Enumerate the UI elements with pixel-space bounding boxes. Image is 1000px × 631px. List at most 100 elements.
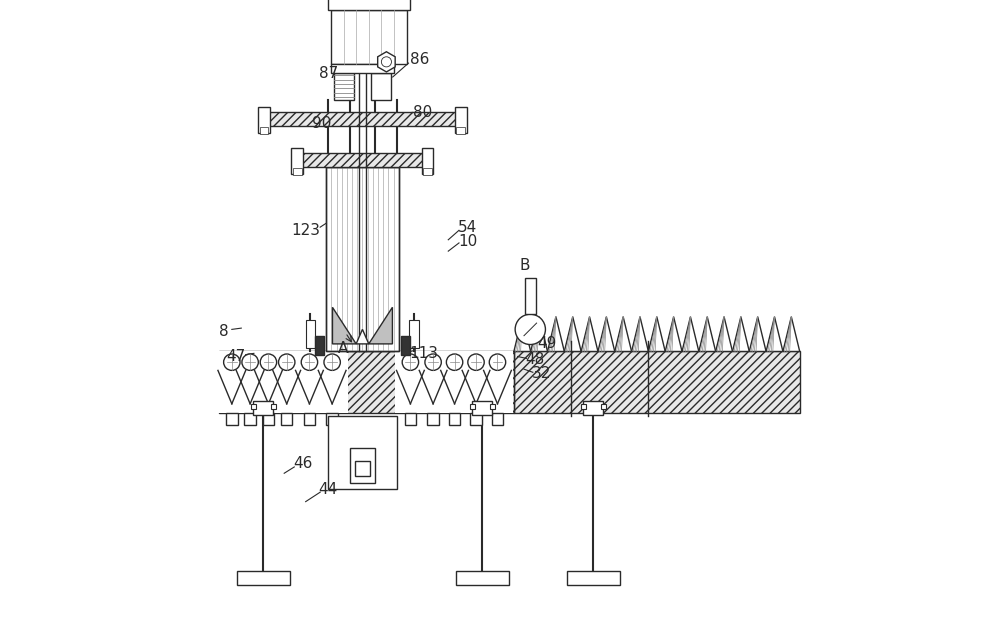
Bar: [409, 320, 419, 348]
Text: 90: 90: [312, 115, 332, 131]
Text: 48: 48: [525, 352, 544, 367]
Text: 54: 54: [458, 220, 477, 235]
Polygon shape: [749, 317, 766, 351]
Bar: [260, 127, 268, 134]
Circle shape: [224, 354, 240, 370]
Circle shape: [260, 354, 277, 370]
Bar: [315, 336, 324, 355]
Bar: [328, 0, 410, 10]
Bar: [423, 168, 432, 175]
Bar: [216, 351, 248, 413]
Bar: [326, 413, 338, 425]
Text: 49: 49: [538, 336, 557, 351]
Bar: [258, 107, 270, 133]
Bar: [470, 404, 475, 409]
Bar: [422, 148, 433, 174]
Bar: [293, 168, 302, 175]
Bar: [490, 404, 495, 409]
Bar: [417, 351, 449, 413]
Bar: [371, 73, 391, 100]
Polygon shape: [581, 317, 598, 351]
Bar: [244, 413, 256, 425]
Bar: [449, 413, 460, 425]
Text: 87: 87: [319, 66, 338, 81]
Text: 86: 86: [410, 52, 429, 68]
Bar: [460, 351, 492, 413]
Bar: [316, 351, 348, 413]
Circle shape: [279, 354, 295, 370]
Bar: [482, 351, 513, 413]
Bar: [455, 107, 467, 133]
Polygon shape: [732, 317, 749, 351]
Bar: [234, 351, 266, 413]
Text: 46: 46: [293, 456, 313, 471]
Bar: [581, 404, 586, 409]
Bar: [261, 112, 463, 126]
Bar: [525, 278, 536, 314]
Circle shape: [402, 354, 419, 370]
Bar: [405, 413, 416, 425]
Circle shape: [301, 354, 318, 370]
Bar: [331, 64, 394, 73]
Polygon shape: [369, 307, 392, 344]
Bar: [237, 571, 290, 585]
Text: 44: 44: [319, 481, 338, 497]
Bar: [439, 351, 470, 413]
Bar: [263, 413, 274, 425]
Bar: [395, 351, 426, 413]
Bar: [601, 404, 606, 409]
Polygon shape: [564, 317, 581, 351]
Bar: [253, 351, 284, 413]
Text: 47: 47: [227, 349, 246, 364]
Bar: [470, 413, 482, 425]
Polygon shape: [615, 317, 632, 351]
Bar: [271, 351, 302, 413]
Circle shape: [468, 354, 484, 370]
Polygon shape: [699, 317, 716, 351]
Bar: [427, 413, 439, 425]
Bar: [355, 461, 370, 476]
Text: 8: 8: [219, 324, 228, 339]
Circle shape: [515, 314, 545, 345]
Polygon shape: [682, 317, 699, 351]
Bar: [401, 336, 410, 355]
Polygon shape: [378, 52, 395, 72]
Bar: [472, 401, 492, 415]
Bar: [306, 320, 315, 348]
Bar: [219, 351, 514, 413]
Bar: [326, 167, 399, 351]
Polygon shape: [783, 317, 800, 351]
Bar: [456, 571, 509, 585]
Text: A: A: [338, 341, 349, 356]
Polygon shape: [356, 329, 369, 344]
Text: 123: 123: [292, 223, 321, 238]
Bar: [253, 401, 273, 415]
Polygon shape: [598, 317, 615, 351]
Text: B: B: [520, 257, 530, 273]
Circle shape: [381, 57, 391, 67]
Text: 80: 80: [413, 105, 433, 120]
Bar: [271, 404, 276, 409]
Bar: [291, 148, 303, 174]
Bar: [304, 413, 315, 425]
Circle shape: [489, 354, 506, 370]
Text: 113: 113: [410, 346, 439, 361]
Circle shape: [242, 354, 258, 370]
Bar: [456, 127, 465, 134]
Bar: [334, 73, 354, 100]
Polygon shape: [632, 317, 648, 351]
Bar: [567, 571, 620, 585]
Bar: [492, 413, 503, 425]
Text: 10: 10: [458, 233, 477, 249]
Polygon shape: [665, 317, 682, 351]
Circle shape: [446, 354, 463, 370]
Bar: [328, 416, 397, 489]
Text: 32: 32: [531, 366, 551, 381]
Circle shape: [425, 354, 441, 370]
Polygon shape: [766, 317, 783, 351]
Bar: [226, 413, 238, 425]
Polygon shape: [514, 317, 531, 351]
Bar: [350, 448, 375, 483]
Bar: [251, 404, 256, 409]
Bar: [294, 351, 325, 413]
